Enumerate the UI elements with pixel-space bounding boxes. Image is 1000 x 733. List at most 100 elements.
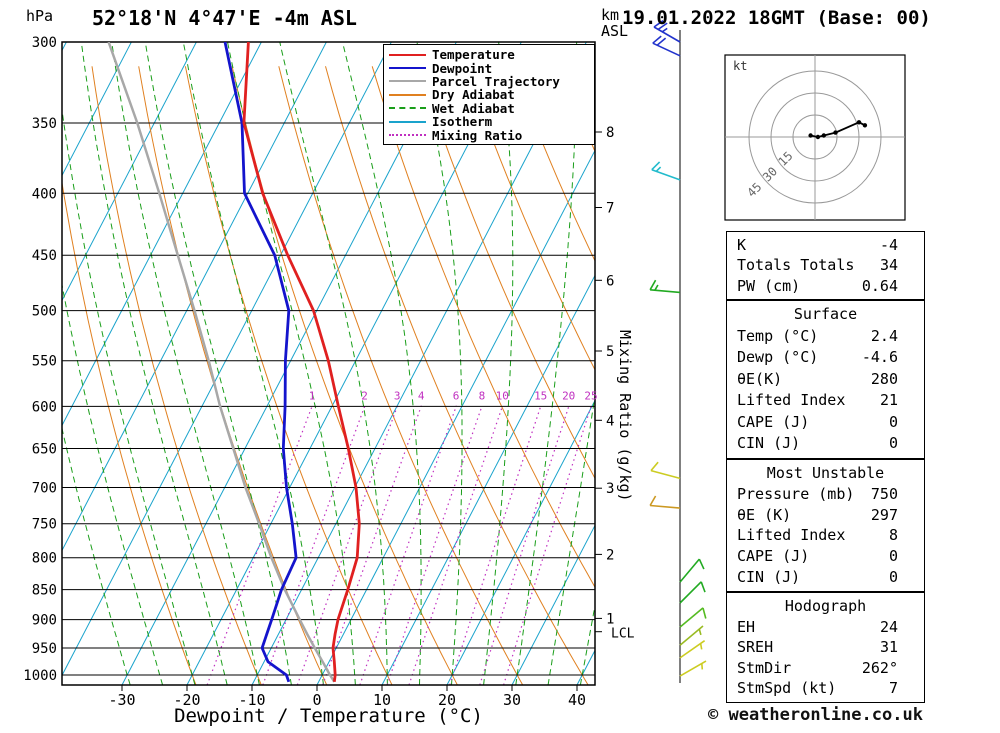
temp-tick-label: 20 <box>438 691 456 709</box>
temp-tick-label: -20 <box>173 691 200 709</box>
legend-label: Dewpoint <box>432 60 493 76</box>
wind-barb <box>679 625 704 646</box>
stat-row-eh: EH 24 <box>727 617 924 638</box>
stat-label: K <box>737 236 747 254</box>
panel-title: Surface <box>793 305 858 323</box>
pressure-tick-label: 800 <box>32 551 57 567</box>
stat-label: StmSpd (kt) <box>737 679 837 698</box>
wind-barb <box>649 279 681 294</box>
pressure-tick-label: 400 <box>32 186 57 202</box>
pressure-tick-label: 1000 <box>23 668 57 684</box>
stat-value: 24 <box>879 617 898 636</box>
wind-barb <box>653 20 681 43</box>
stat-row-cin-j: CIN (J) 0 <box>727 567 924 588</box>
hodograph-trace-point <box>833 130 838 135</box>
stat-row-stmdir: StmDir 262° <box>727 658 924 679</box>
dewpoint-curve <box>223 42 298 683</box>
stat-value: 297 <box>870 505 898 524</box>
stat-label: Lifted Index <box>737 526 846 545</box>
pressure-tick-label: 450 <box>32 248 57 264</box>
legend-item-dewpoint: Dewpoint <box>389 60 594 76</box>
pressure-tick-label: 300 <box>32 35 57 51</box>
pressure-tick-label: 600 <box>32 399 57 415</box>
legend-line-sample <box>389 93 426 96</box>
legend-label: Isotherm <box>432 114 493 130</box>
pressure-tick-label: 700 <box>32 481 57 497</box>
stat-value: 2.4 <box>870 326 898 345</box>
legend-item-parcel-trajectory: Parcel Trajectory <box>389 75 594 88</box>
sounding-curves <box>107 42 361 683</box>
legend-label: Wet Adiabat <box>432 100 515 116</box>
hodograph-trace-point <box>862 123 868 128</box>
mixing-ratio-value-label: 20 <box>562 389 575 402</box>
mixing-ratio-value-label: 4 <box>418 389 425 402</box>
stat-label: PW (cm) <box>737 276 801 295</box>
wet-adiabat-lines <box>62 42 595 685</box>
temp-tick-label: -30 <box>108 691 135 709</box>
stat-value: 8 <box>888 526 898 545</box>
stat-row-lifted-index: Lifted Index 8 <box>727 525 924 546</box>
stat-row-k: K -4 <box>727 235 924 255</box>
mixing-ratio-value-label: 10 <box>496 389 509 402</box>
legend-label: Mixing Ratio <box>432 127 523 143</box>
background-reference-lines <box>62 42 595 685</box>
pressure-axis-unit-label: hPa <box>26 7 54 25</box>
isotherm-lines <box>62 42 595 685</box>
stat-value: 21 <box>879 391 898 410</box>
copyright: © weatheronline.co.uk <box>708 705 923 725</box>
altitude-axis-unit-label: km ASL <box>601 6 629 40</box>
pressure-tick-label: 750 <box>32 517 57 533</box>
stat-label: CAPE (J) <box>737 412 810 431</box>
km-tick-label: 1 <box>606 611 614 627</box>
legend-item-dry-adiabat: Dry Adiabat <box>389 88 594 101</box>
legend-label: Temperature <box>432 47 515 63</box>
stat-row-temp-c: Temp (°C) 2.4 <box>727 326 924 348</box>
legend-line-sample <box>389 67 426 70</box>
temp-tick-label: 40 <box>568 691 586 709</box>
legend-item-wet-adiabat: Wet Adiabat <box>389 102 594 115</box>
stat-row-pw-cm: PW (cm) 0.64 <box>727 276 924 296</box>
wind-barb <box>650 461 681 480</box>
hodograph-speed-ring <box>748 70 882 204</box>
stat-label: EH <box>737 617 756 636</box>
lcl-label: LCL <box>611 627 635 642</box>
axis-tick-labels: 3003504004505005506006507007508008509009… <box>23 35 634 709</box>
wind-barb <box>679 558 705 583</box>
legend-label: Dry Adiabat <box>432 87 515 103</box>
run-datetime-title: 19.01.2022 18GMT (Base: 00) <box>622 7 931 29</box>
stat-value: 0 <box>888 434 898 453</box>
hodograph-trace-point <box>808 133 813 138</box>
legend-line-sample <box>389 120 426 123</box>
station-title: 52°18'N 4°47'E -4m ASL <box>92 6 357 30</box>
mixing-ratio-value-label: 8 <box>479 389 486 402</box>
panel-title: Hodograph <box>784 597 867 615</box>
stat-label: θE (K) <box>737 505 792 524</box>
stat-label: θE(K) <box>737 369 783 388</box>
wind-barb <box>651 161 681 181</box>
temp-tick-label: 0 <box>312 691 321 709</box>
stat-row-stmspd-kt: StmSpd (kt) 7 <box>727 678 924 699</box>
legend-item-mixing-ratio: Mixing Ratio <box>389 127 594 143</box>
wind-barb-column <box>649 20 707 683</box>
stat-row-lifted-index: Lifted Index 21 <box>727 390 924 412</box>
panel-title: Most Unstable <box>766 464 885 482</box>
plot-border <box>61 41 596 686</box>
wind-barb <box>679 607 707 628</box>
stat-label: CIN (J) <box>737 434 801 453</box>
mixing-ratio-lines <box>206 405 592 685</box>
temperature-curve <box>242 42 361 682</box>
hodograph-unit-label: kt <box>733 59 747 73</box>
pressure-tick-label: 900 <box>32 613 57 629</box>
wind-barb <box>652 35 681 57</box>
km-tick-label: 6 <box>606 273 614 289</box>
stat-value: 0 <box>888 412 898 431</box>
hodograph-speed-ring <box>770 92 860 182</box>
mixing-ratio-value-label: 1 <box>309 389 316 402</box>
temp-tick-label: 30 <box>503 691 521 709</box>
panel-most-unstable: Most Unstable Pressure (mb) 750 θE (K) 297 Li… <box>726 459 925 592</box>
mixing-ratio-value-label: 6 <box>453 389 460 402</box>
stat-label: Lifted Index <box>737 391 846 410</box>
